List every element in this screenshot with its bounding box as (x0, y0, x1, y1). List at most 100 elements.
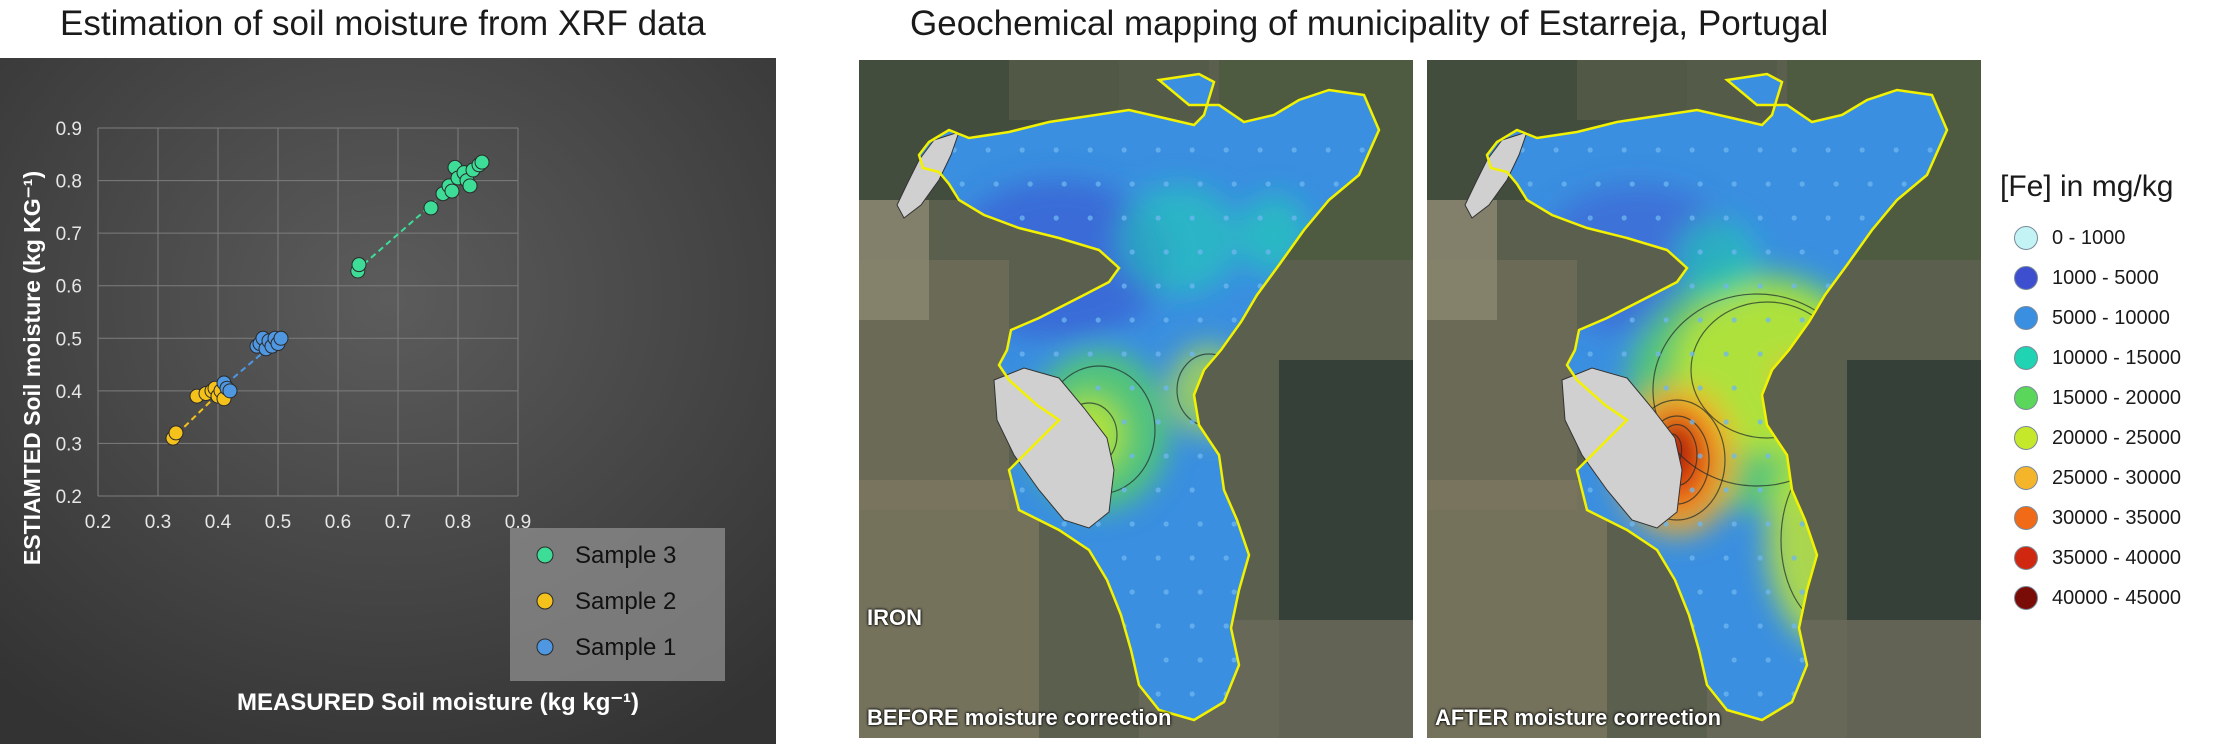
sample-point (1757, 623, 1763, 629)
fe-legend-item: 5000 - 10000 (2000, 298, 2213, 338)
sample-point (1129, 453, 1135, 459)
y-tick-label: 0.4 (56, 382, 83, 403)
map-before-correction: IRON BEFORE moisture correction (859, 60, 1413, 738)
sample-point (1697, 521, 1703, 527)
sample-point (1621, 351, 1627, 357)
sample-point (1257, 215, 1263, 221)
data-point (168, 425, 184, 441)
sample-point (1325, 147, 1331, 153)
sample-point (1129, 317, 1135, 323)
x-tick-label: 0.9 (505, 512, 531, 533)
map-section-title: Geochemical mapping of municipality of E… (910, 4, 1829, 43)
sample-point (1333, 181, 1339, 187)
sample-point (1223, 555, 1229, 561)
sample-point (1163, 657, 1169, 663)
sample-point (1587, 351, 1593, 357)
sample-point (1197, 453, 1203, 459)
scatter-legend-marker (536, 638, 554, 656)
sample-point (1223, 283, 1229, 289)
sample-point (1061, 521, 1067, 527)
fe-legend-swatch (2014, 506, 2038, 530)
sample-point (1121, 419, 1127, 425)
fe-legend-item: 20000 - 25000 (2000, 418, 2213, 458)
sample-point (1689, 487, 1695, 493)
sample-point (1189, 487, 1195, 493)
y-axis-label: ESTIAMTED Soil moisture (kg KG⁻¹) (19, 171, 45, 565)
sample-point (1621, 147, 1627, 153)
sample-point (1731, 589, 1737, 595)
fe-legend-label: 0 - 1000 (2052, 226, 2126, 249)
sample-point (1689, 147, 1695, 153)
sample-point (1189, 555, 1195, 561)
sample-point (1655, 147, 1661, 153)
sample-point (1197, 249, 1203, 255)
sample-point (1791, 283, 1797, 289)
trendline-sample-3 (355, 159, 483, 272)
fe-legend-item: 15000 - 20000 (2000, 378, 2213, 418)
sample-point (1689, 283, 1695, 289)
sample-point (1087, 147, 1093, 153)
fe-legend-item: 0 - 1000 (2000, 218, 2213, 258)
sample-point (1155, 351, 1161, 357)
sample-point (1189, 215, 1195, 221)
sample-point (1595, 181, 1601, 187)
sample-point (1121, 215, 1127, 221)
fe-legend-item: 1000 - 5000 (2000, 258, 2213, 298)
sample-point (1697, 453, 1703, 459)
sample-point (959, 181, 965, 187)
x-axis-label: MEASURED Soil moisture (kg kg⁻¹) (237, 689, 639, 716)
data-point (444, 183, 460, 199)
sample-point (1723, 147, 1729, 153)
y-tick-label: 0.2 (56, 487, 82, 508)
sample-point (1223, 147, 1229, 153)
scatter-legend-marker (536, 592, 554, 610)
sample-point (1129, 589, 1135, 595)
sample-point (1825, 147, 1831, 153)
sample-point (993, 181, 999, 187)
x-tick-label: 0.3 (145, 512, 171, 533)
excluded-area (993, 367, 1115, 529)
satellite-patch (859, 480, 1039, 738)
sample-point (1697, 181, 1703, 187)
sample-point (1155, 283, 1161, 289)
sample-point (1223, 623, 1229, 629)
sample-point (1757, 283, 1763, 289)
data-point (222, 383, 238, 399)
sample-point (1791, 555, 1797, 561)
sample-point (1731, 249, 1737, 255)
sample-point (1189, 691, 1195, 697)
sample-point (1731, 521, 1737, 527)
y-tick-label: 0.9 (56, 119, 82, 140)
satellite-patch (859, 200, 929, 320)
fe-legend-swatch (2014, 466, 2038, 490)
sample-point (1757, 555, 1763, 561)
sample-point (1231, 249, 1237, 255)
sample-point (1901, 181, 1907, 187)
sample-point (1027, 181, 1033, 187)
map-before-label: BEFORE moisture correction (867, 705, 1172, 730)
sample-point (1163, 317, 1169, 323)
sample-point (1197, 181, 1203, 187)
sample-point (1299, 181, 1305, 187)
sample-point (1697, 249, 1703, 255)
sample-point (1731, 385, 1737, 391)
fe-legend-item: 30000 - 35000 (2000, 498, 2213, 538)
sample-point (1859, 147, 1865, 153)
field-blob (1677, 220, 1757, 300)
sample-point (1121, 487, 1127, 493)
sample-point (1833, 249, 1839, 255)
sample-point (1663, 521, 1669, 527)
sample-point (1723, 555, 1729, 561)
sample-point (1757, 419, 1763, 425)
sample-point (1765, 181, 1771, 187)
sample-point (1155, 147, 1161, 153)
sample-point (1053, 147, 1059, 153)
sample-point (1189, 147, 1195, 153)
sample-point (1927, 147, 1933, 153)
fe-legend-title: [Fe] in mg/kg (2000, 170, 2174, 203)
sample-point (1257, 147, 1263, 153)
sample-point (1019, 351, 1025, 357)
sample-point (985, 147, 991, 153)
fe-legend-swatch (2014, 346, 2038, 370)
sample-point (1799, 521, 1805, 527)
